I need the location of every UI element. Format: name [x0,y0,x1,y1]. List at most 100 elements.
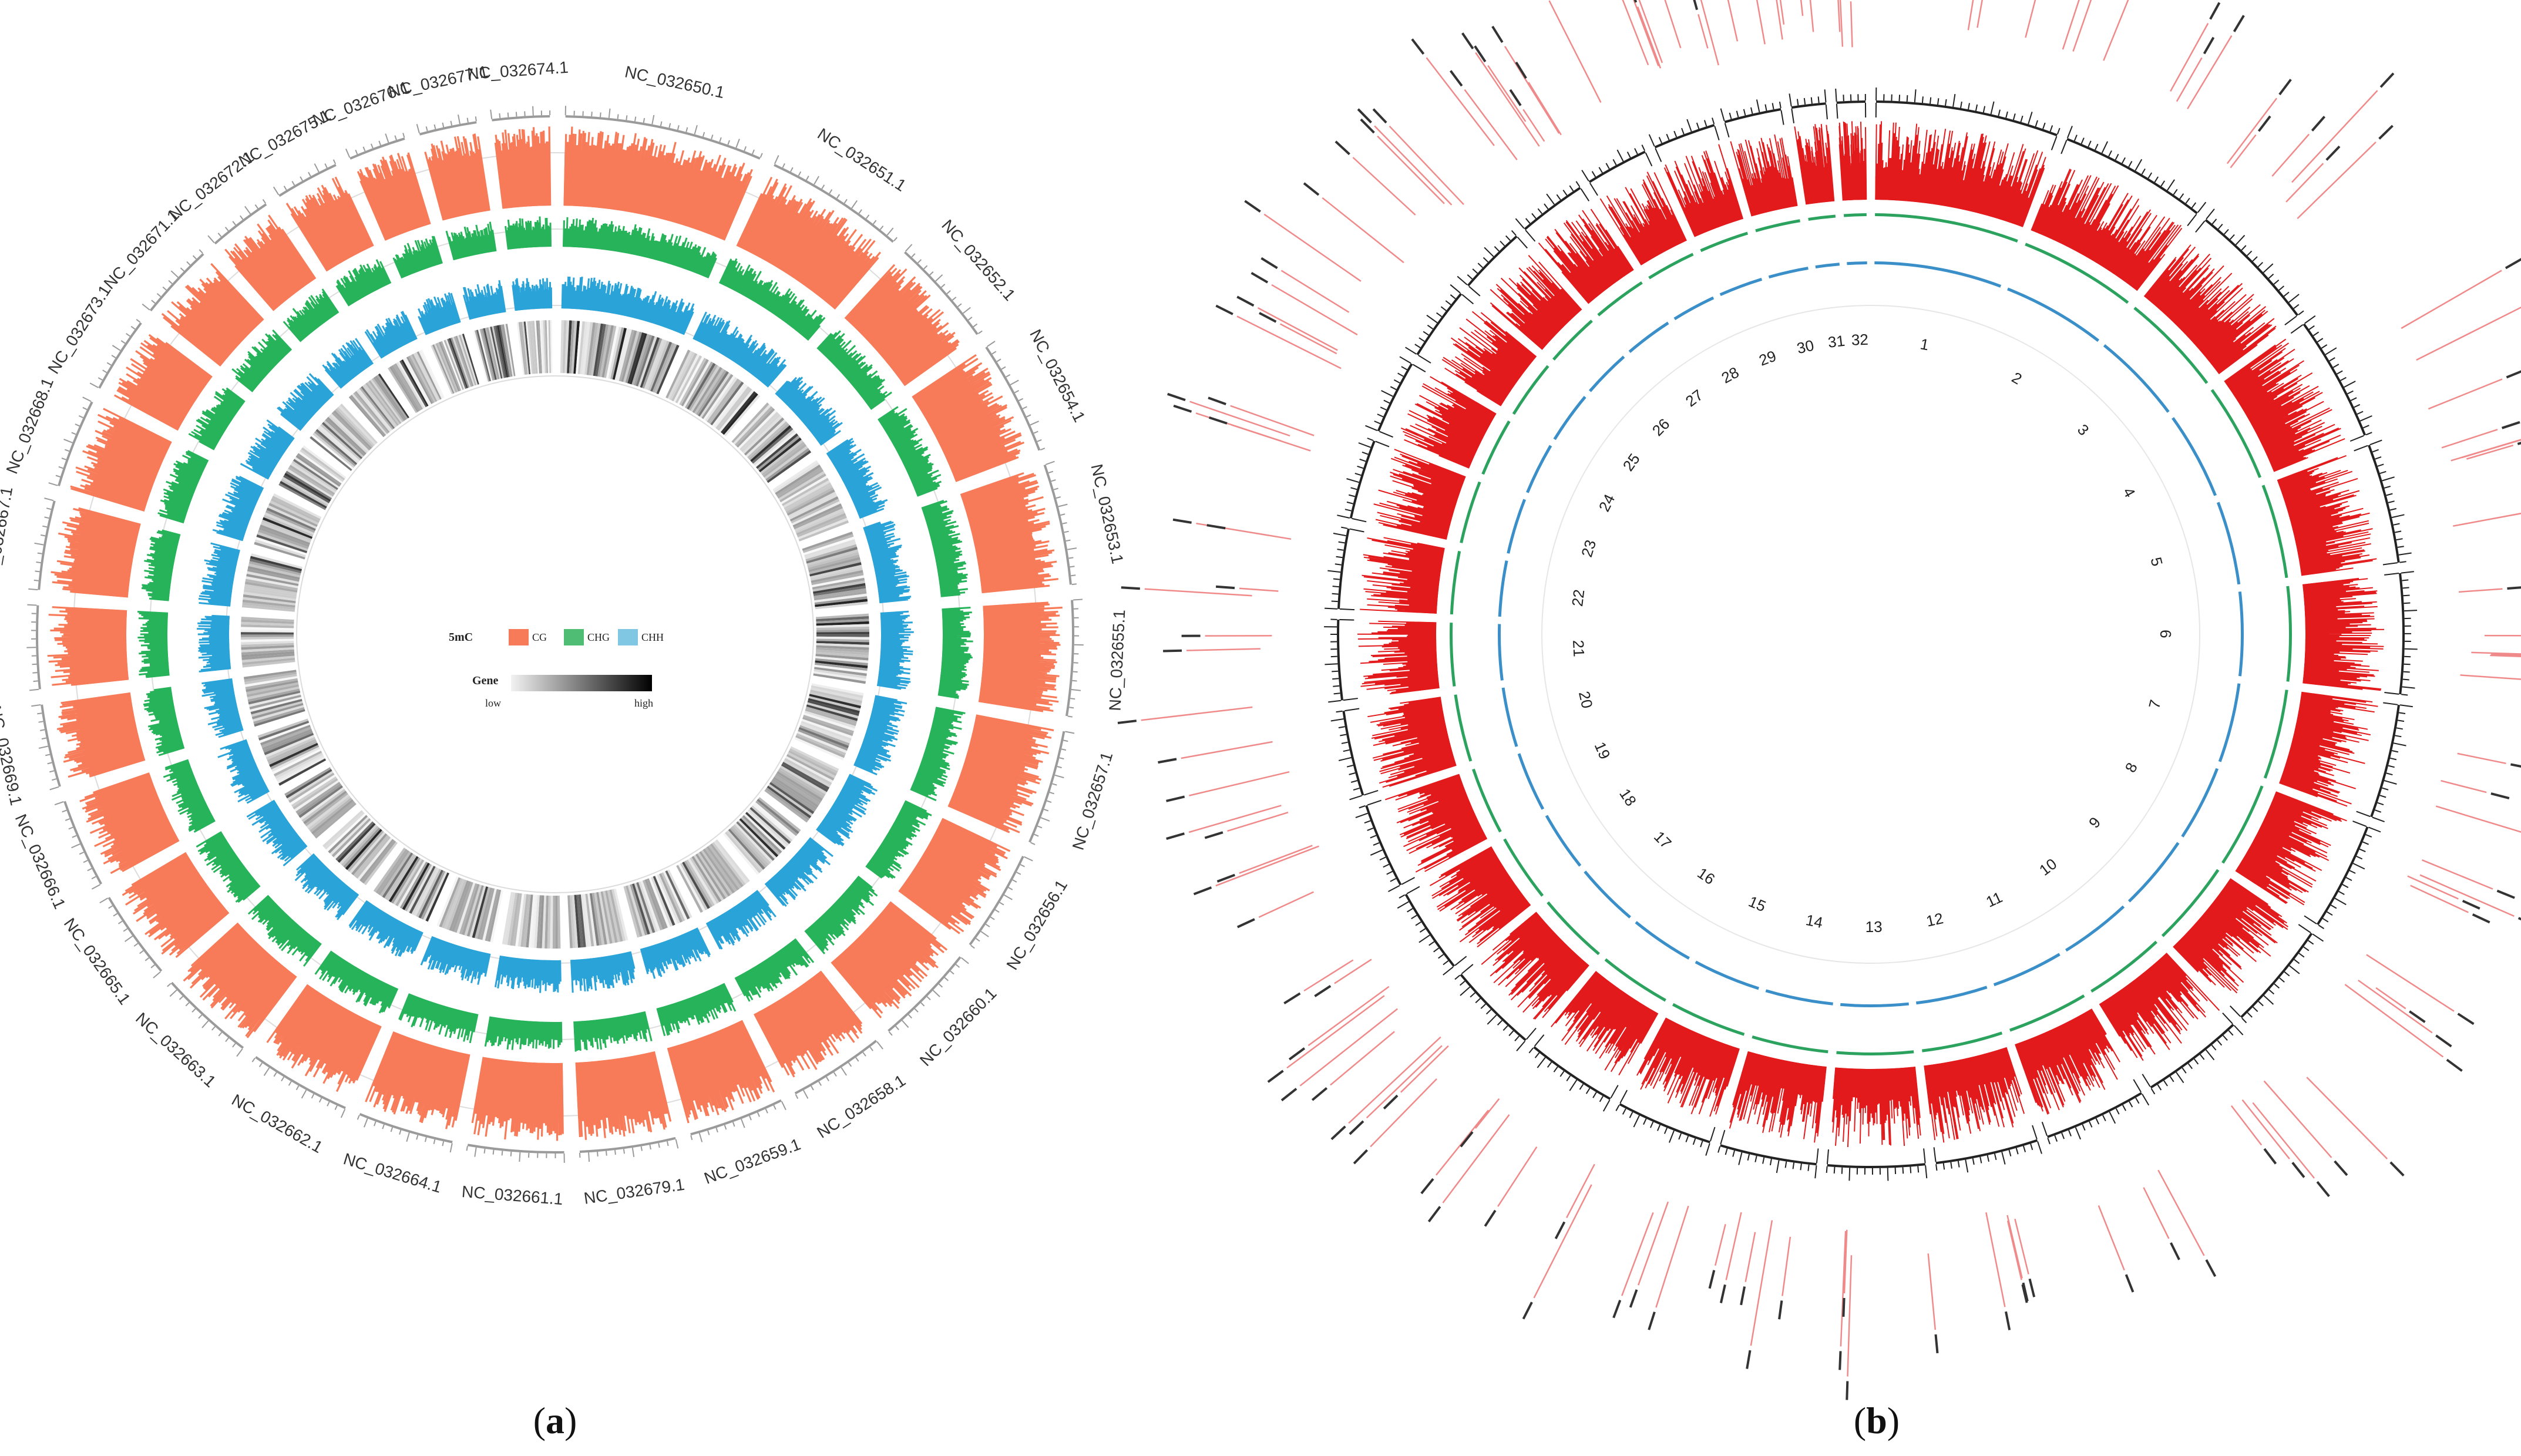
annotation-label-marks [1244,182,1320,270]
gene-density-cell [413,353,439,401]
gene-density-cell [443,339,464,390]
gene-density-cell [432,344,455,394]
chh-block [775,381,835,446]
gene-density-cell [398,361,426,408]
gene-density-cell [791,499,840,524]
gene-density-cell [775,464,821,495]
gene-density-cell [245,678,298,690]
gene-density-cell [515,893,525,947]
gene-density-cell [416,869,442,917]
gene-density-cell [789,496,839,522]
gene-density-cell [706,846,740,891]
gene-density-cell [242,602,295,610]
gene-density-cell [678,863,705,912]
gene-density-cell [785,756,833,784]
gene-density-cell [289,465,335,495]
gene-density-cell [284,472,331,502]
chromosome-segment-a [813,598,1084,718]
legend-gene-low: low [485,697,501,709]
gene-density-cell [816,634,869,637]
axis-ticks [466,1146,565,1163]
gene-density-cell [244,671,297,682]
gene-density-cell [532,321,538,374]
axis-arc [1467,235,1518,287]
annotation-lines [1967,0,2092,52]
green-track [2221,785,2264,864]
gene-density-cell [391,857,421,904]
gene-density-cell [560,320,564,374]
blue-track [1588,355,1625,392]
gene-density-cell [732,824,771,865]
axis-arc [1342,711,1364,796]
gene-density-cell [518,322,526,375]
blue-track [1517,753,1545,810]
gene-density-cell [520,894,529,947]
density-block [1628,219,1687,265]
chg-block [656,983,731,1023]
gene-density-cell [310,436,352,471]
gene-density-cell [582,321,591,375]
axis-arc [1043,464,1072,585]
axis-ticks [1835,88,1866,102]
chromosome-segment-a [207,199,409,438]
chromosome-label-b: 18 [1616,785,1640,809]
gene-density-cell [636,335,655,386]
density-block [1423,468,1466,540]
gene-density-cell [530,321,537,374]
gene-density-cell [512,893,522,946]
gene-density-cell [254,539,306,557]
green-track [1460,481,1481,543]
gene-density-cell [408,355,435,403]
gene-density-cell [311,799,354,835]
gene-density-cell [240,632,294,635]
chromosome-segment-b [1826,1002,1939,1400]
gene-density-cell [497,325,509,378]
gene-density-cell [485,327,499,380]
gene-density-cell [665,349,691,399]
gene-density-cell [755,800,798,836]
chromosome-segment-a [567,888,679,1162]
gene-density-cell [805,542,856,560]
gene-density-cell [241,629,294,633]
chh-block [640,927,705,966]
chromosome-label-b: 11 [1984,888,2005,911]
gene-density-cell [373,848,406,893]
chromosome-label-a: NC_032669.1 [0,704,25,807]
gene-density-cell [713,840,748,885]
gene-density-cell [688,858,717,905]
gene-density-cell [816,626,869,630]
gene-density-cell [604,325,617,378]
gene-density-cell [308,795,351,831]
chromosome-segment-a [802,460,1077,610]
chromosome-segment-b [1916,986,2042,1330]
gene-density-cell [358,388,392,431]
gene-density-cell [382,852,414,899]
gene-density-cell [598,892,610,944]
panel-a-tracks [26,106,1084,1163]
gene-density-cell [745,812,786,850]
gene-density-cell [536,895,542,949]
axis-bracket [1534,1034,1619,1098]
chh-block [211,615,231,671]
green-track [1450,550,1461,615]
chh-block [301,853,359,909]
gene-density-cell [502,324,513,377]
panel-a-circos: NC_032650.1NC_032651.1NC_032652.1NC_0326… [0,58,1128,1208]
cg-block [96,772,180,868]
gene-density-cell [247,688,300,702]
chh-block [570,951,636,978]
axis-ticks [2066,126,2207,213]
green-track [1755,219,1800,233]
blue-track [1719,277,1763,297]
gene-density-cell [288,466,334,497]
chromosome-segment-a [26,604,295,691]
gene-density-cell [399,360,428,408]
axis-bracket [2384,573,2399,695]
chromosome-label-b: 16 [1694,864,1718,888]
green-track [2286,586,2292,682]
gene-density-cell [640,337,660,388]
density-block [1447,401,1497,469]
gene-density-cell [764,789,809,823]
gene-density-cell [796,515,847,538]
gene-density-cell [335,821,374,861]
